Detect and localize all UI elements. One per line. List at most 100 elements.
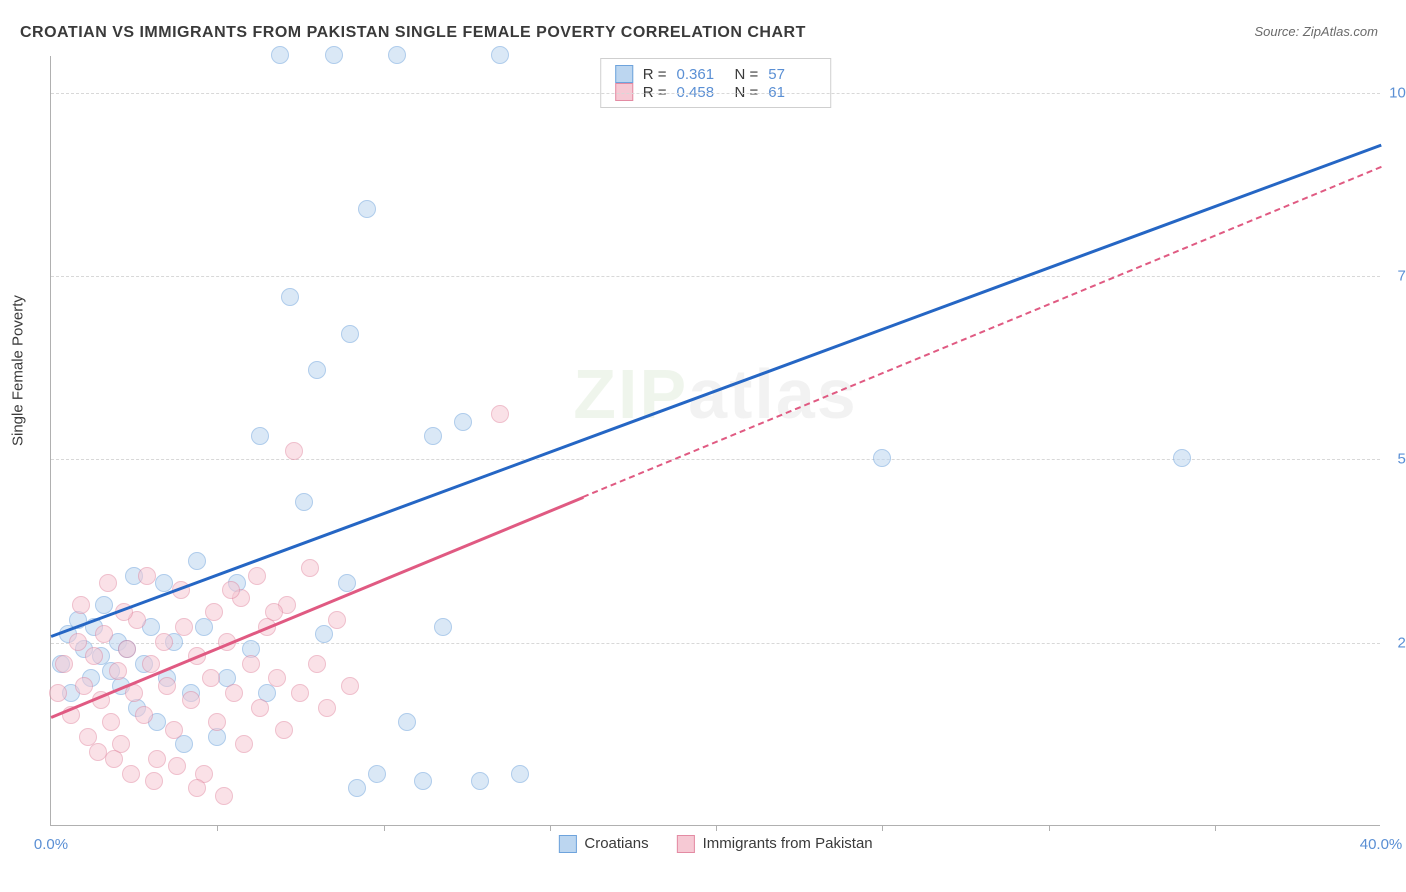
scatter-point bbox=[471, 772, 489, 790]
scatter-point bbox=[338, 574, 356, 592]
series-legend-label: Immigrants from Pakistan bbox=[703, 835, 873, 852]
scatter-point bbox=[105, 750, 123, 768]
scatter-point bbox=[175, 735, 193, 753]
scatter-point bbox=[138, 567, 156, 585]
scatter-point bbox=[318, 699, 336, 717]
scatter-point bbox=[454, 413, 472, 431]
scatter-point bbox=[1173, 449, 1191, 467]
scatter-point bbox=[168, 757, 186, 775]
scatter-point bbox=[69, 633, 87, 651]
y-tick-label: 100.0% bbox=[1384, 84, 1406, 101]
scatter-point bbox=[295, 493, 313, 511]
scatter-point bbox=[388, 46, 406, 64]
scatter-point bbox=[424, 427, 442, 445]
scatter-point bbox=[49, 684, 67, 702]
correlation-legend-row: R = 0.361 N = 57 bbox=[615, 65, 817, 83]
scatter-point bbox=[99, 574, 117, 592]
scatter-point bbox=[434, 618, 452, 636]
scatter-point bbox=[118, 640, 136, 658]
scatter-point bbox=[285, 442, 303, 460]
scatter-point bbox=[281, 288, 299, 306]
legend-r-value: 0.361 bbox=[677, 66, 725, 83]
scatter-point bbox=[341, 325, 359, 343]
scatter-point bbox=[155, 633, 173, 651]
legend-swatch bbox=[558, 835, 576, 853]
scatter-point bbox=[135, 706, 153, 724]
scatter-point bbox=[301, 559, 319, 577]
scatter-point bbox=[511, 765, 529, 783]
scatter-point bbox=[155, 574, 173, 592]
scatter-point bbox=[271, 46, 289, 64]
scatter-point bbox=[222, 581, 240, 599]
legend-swatch bbox=[615, 65, 633, 83]
scatter-point bbox=[55, 655, 73, 673]
scatter-point bbox=[328, 611, 346, 629]
scatter-point bbox=[268, 669, 286, 687]
x-minor-tick bbox=[882, 825, 883, 831]
chart-title: CROATIAN VS IMMIGRANTS FROM PAKISTAN SIN… bbox=[20, 24, 806, 42]
legend-n-label: N = bbox=[735, 66, 759, 83]
series-legend-item: Immigrants from Pakistan bbox=[677, 835, 873, 853]
scatter-point bbox=[251, 427, 269, 445]
scatter-point bbox=[873, 449, 891, 467]
scatter-point bbox=[225, 684, 243, 702]
watermark: ZIPatlas bbox=[573, 354, 857, 434]
legend-n-value: 57 bbox=[768, 66, 816, 83]
gridline-h bbox=[51, 93, 1380, 94]
scatter-point bbox=[308, 655, 326, 673]
scatter-point bbox=[95, 596, 113, 614]
scatter-point bbox=[89, 743, 107, 761]
scatter-point bbox=[325, 46, 343, 64]
scatter-point bbox=[414, 772, 432, 790]
scatter-point bbox=[145, 772, 163, 790]
scatter-point bbox=[341, 677, 359, 695]
scatter-point bbox=[265, 603, 283, 621]
source-name: ZipAtlas.com bbox=[1303, 24, 1378, 39]
scatter-point bbox=[205, 603, 223, 621]
scatter-point bbox=[75, 677, 93, 695]
scatter-point bbox=[308, 361, 326, 379]
y-tick-label: 75.0% bbox=[1384, 268, 1406, 285]
scatter-point bbox=[275, 721, 293, 739]
scatter-point bbox=[215, 787, 233, 805]
scatter-point bbox=[398, 713, 416, 731]
scatter-point bbox=[242, 655, 260, 673]
scatter-point bbox=[122, 765, 140, 783]
scatter-point bbox=[208, 713, 226, 731]
x-tick-label: 0.0% bbox=[34, 836, 68, 853]
series-legend-item: Croatians bbox=[558, 835, 648, 853]
legend-swatch bbox=[677, 835, 695, 853]
scatter-point bbox=[148, 750, 166, 768]
scatter-point bbox=[358, 200, 376, 218]
y-tick-label: 25.0% bbox=[1384, 634, 1406, 651]
scatter-point bbox=[95, 625, 113, 643]
scatter-point bbox=[291, 684, 309, 702]
scatter-point bbox=[72, 596, 90, 614]
scatter-point bbox=[188, 552, 206, 570]
x-tick-label: 40.0% bbox=[1360, 836, 1403, 853]
scatter-point bbox=[235, 735, 253, 753]
scatter-point bbox=[491, 405, 509, 423]
scatter-point bbox=[182, 691, 200, 709]
scatter-point bbox=[188, 779, 206, 797]
y-axis-label: Single Female Poverty bbox=[10, 295, 27, 446]
x-minor-tick bbox=[716, 825, 717, 831]
y-tick-label: 50.0% bbox=[1384, 451, 1406, 468]
legend-r-label: R = bbox=[643, 66, 667, 83]
series-legend: Croatians Immigrants from Pakistan bbox=[558, 835, 872, 853]
scatter-point bbox=[175, 618, 193, 636]
plot-area: ZIPatlas R =0.361N =57R =0.458N =61 Croa… bbox=[50, 56, 1380, 826]
scatter-point bbox=[348, 779, 366, 797]
source-attribution: Source: ZipAtlas.com bbox=[1254, 24, 1378, 39]
chart-container: CROATIAN VS IMMIGRANTS FROM PAKISTAN SIN… bbox=[0, 0, 1406, 892]
scatter-point bbox=[248, 567, 266, 585]
gridline-h bbox=[51, 276, 1380, 277]
x-minor-tick bbox=[550, 825, 551, 831]
correlation-legend: R =0.361N =57R =0.458N =61 bbox=[600, 58, 832, 108]
scatter-point bbox=[109, 662, 127, 680]
scatter-point bbox=[251, 699, 269, 717]
scatter-point bbox=[368, 765, 386, 783]
x-minor-tick bbox=[1049, 825, 1050, 831]
scatter-point bbox=[142, 655, 160, 673]
scatter-point bbox=[202, 669, 220, 687]
